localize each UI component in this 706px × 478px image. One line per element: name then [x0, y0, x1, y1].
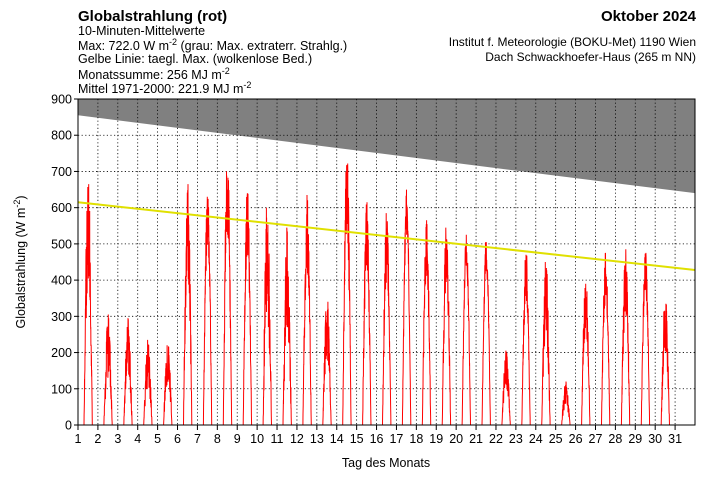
x-tick-label: 15	[350, 432, 364, 446]
global-radiation-day	[262, 207, 272, 426]
y-tick-label: 600	[51, 201, 72, 215]
y-tick-label: 500	[51, 237, 72, 251]
y-tick-label: 400	[51, 274, 72, 288]
x-tick-label: 12	[290, 432, 304, 446]
x-tick-label: 2	[94, 432, 101, 446]
global-radiation-day	[581, 283, 591, 426]
x-tick-label: 29	[628, 432, 642, 446]
info-line-max: Max: 722.0 W m-2 (grau: Max. extraterr. …	[78, 37, 348, 53]
y-tick-label: 200	[51, 346, 72, 360]
x-tick-label: 4	[134, 432, 141, 446]
global-radiation-day	[342, 163, 352, 426]
site-label: Dach Schwackhoefer-Haus (265 m NN)	[485, 50, 696, 64]
global-radiation-day	[541, 261, 551, 426]
y-tick-label: 0	[65, 419, 72, 433]
global-radiation-day	[163, 345, 173, 426]
grid-lines	[78, 99, 695, 425]
x-tick-label: 25	[549, 432, 563, 446]
x-tick-label: 21	[469, 432, 483, 446]
clear-sky-max-line	[77, 201, 696, 271]
global-radiation-day	[441, 227, 452, 426]
x-tick-label: 10	[250, 432, 264, 446]
x-tick-label: 1	[75, 432, 82, 446]
global-radiation-day	[561, 381, 571, 426]
global-radiation-day	[401, 189, 412, 426]
x-axis-label: Tag des Monats	[342, 456, 430, 470]
global-radiation-day	[421, 220, 432, 426]
y-tick-label: 100	[51, 382, 72, 396]
x-tick-label: 17	[389, 432, 403, 446]
x-tick-label: 22	[489, 432, 503, 446]
x-tick-label: 7	[194, 432, 201, 446]
info-line-interval: 10-Minuten-Mittelwerte	[78, 24, 206, 38]
institute-label: Institut f. Meteorologie (BOKU-Met) 1190…	[448, 35, 696, 49]
global-radiation-day	[103, 314, 113, 426]
global-radiation-day	[222, 171, 233, 426]
x-tick-label: 13	[310, 432, 324, 446]
clear-sky-line	[77, 201, 696, 271]
x-tick-label: 30	[648, 432, 662, 446]
x-tick-label: 9	[234, 432, 241, 446]
x-tick-label: 6	[174, 432, 181, 446]
x-tick-label: 11	[271, 432, 284, 446]
x-tick-label: 28	[608, 432, 622, 446]
global-radiation-day	[481, 242, 491, 426]
chart-title: Globalstrahlung (rot)	[78, 8, 228, 25]
global-radiation-day	[620, 249, 631, 426]
info-line-monthly-sum: Monatssumme: 256 MJ m-2	[78, 66, 230, 82]
global-radiation-day	[242, 193, 253, 426]
x-tick-label: 3	[114, 432, 121, 446]
y-tick-label: 800	[51, 129, 72, 143]
extraterrestrial-area	[78, 99, 695, 194]
x-tick-label: 27	[589, 432, 603, 446]
plot-frame	[77, 98, 696, 426]
x-tick-label: 31	[668, 432, 682, 446]
y-tick-label: 300	[51, 310, 72, 324]
x-tick-label: 16	[370, 432, 384, 446]
y-axis: 0 100 200 300 400 500 600 700 800 900	[51, 93, 78, 433]
global-radiation-day	[382, 213, 392, 426]
global-radiation-day	[640, 252, 651, 426]
global-radiation-day	[123, 318, 133, 426]
global-radiation-day	[362, 202, 372, 426]
info-line-mean: Mittel 1971-2000: 221.9 MJ m-2	[78, 80, 252, 96]
x-tick-label: 20	[449, 432, 463, 446]
global-radiation-day	[183, 184, 193, 426]
x-tick-label: 5	[154, 432, 161, 446]
y-tick-label: 700	[51, 165, 72, 179]
info-line-yellow: Gelbe Linie: taegl. Max. (wolkenlose Bed…	[78, 52, 313, 66]
x-tick-label: 18	[409, 432, 423, 446]
x-tick-label: 23	[509, 432, 523, 446]
x-tick-label: 24	[529, 432, 543, 446]
global-radiation-day	[143, 339, 153, 426]
global-radiation-day	[461, 234, 471, 426]
y-axis-label: Globalstrahlung (W m-2)	[12, 195, 28, 328]
x-axis: 1 2 3 4 5 6 7 8 9 10 11 12 13 14 15 16 17 18 19 20 21 22 23 24 2…	[75, 425, 682, 446]
global-radiation-day	[521, 254, 531, 426]
global-radiation-series	[83, 163, 670, 426]
x-tick-label: 14	[330, 432, 344, 446]
x-tick-label: 26	[569, 432, 583, 446]
extraterrestrial-max-area	[78, 99, 695, 194]
global-radiation-day	[202, 196, 213, 426]
global-radiation-day	[282, 227, 292, 426]
global-radiation-day	[660, 303, 670, 426]
global-radiation-day	[601, 252, 611, 426]
x-tick-label: 8	[214, 432, 221, 446]
x-tick-label: 19	[429, 432, 443, 446]
global-radiation-day	[501, 350, 511, 426]
global-radiation-day	[302, 194, 312, 426]
global-radiation-day	[322, 301, 332, 426]
y-tick-label: 900	[51, 93, 72, 107]
chart-period: Oktober 2024	[600, 8, 696, 25]
